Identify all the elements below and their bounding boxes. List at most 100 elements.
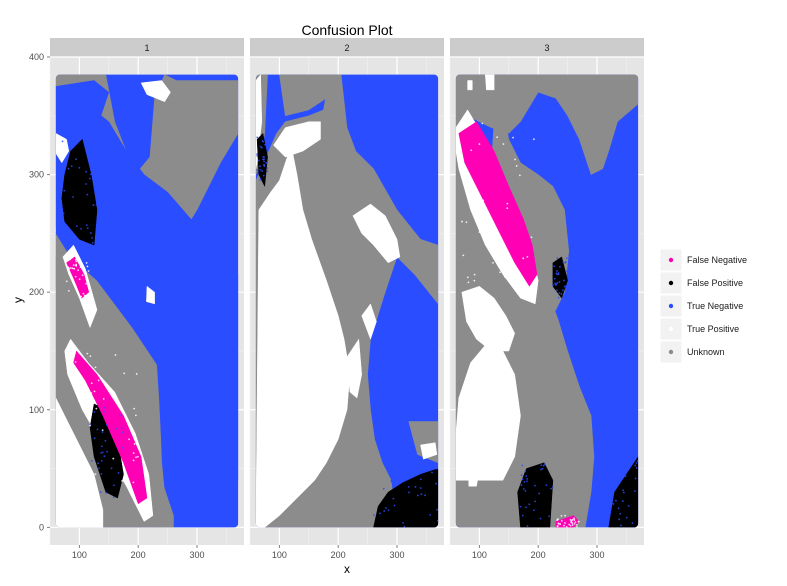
speckle-point (90, 382, 93, 385)
speckle-point (540, 468, 542, 471)
speckle-point (574, 521, 577, 524)
speckle-point (266, 145, 269, 148)
speckle-point (133, 407, 136, 410)
speckle-point (67, 259, 70, 261)
speckle-point (78, 467, 81, 470)
speckle-point (89, 355, 92, 358)
legend-item-true-positive: True Positive (659, 317, 739, 341)
y-tick-label: 200 (29, 287, 44, 297)
legend-label: False Negative (687, 255, 747, 265)
speckle-point (576, 526, 578, 528)
speckle-point (568, 523, 571, 526)
speckle-point (539, 517, 542, 520)
speckle-point (560, 520, 563, 522)
speckle-point (88, 177, 91, 180)
speckle-point (67, 289, 70, 292)
speckle-point (97, 496, 100, 499)
speckle-point (514, 158, 516, 161)
speckle-point (558, 291, 561, 294)
speckle-point (67, 266, 70, 269)
true-positive-region (352, 203, 401, 264)
speckle-point (100, 445, 103, 448)
speckle-point (419, 487, 422, 489)
speckle-point (554, 282, 556, 285)
speckle-point (565, 526, 568, 528)
speckle-point (560, 293, 563, 295)
true-positive-region (273, 121, 321, 158)
false-positive-region (61, 139, 98, 246)
speckle-point (85, 183, 87, 185)
true-positive-region (140, 80, 171, 102)
speckle-point (617, 507, 620, 510)
speckle-point (521, 478, 524, 481)
speckle-point (538, 492, 541, 495)
speckle-point (383, 510, 386, 512)
speckle-point (619, 476, 622, 478)
true-positive-region (467, 80, 473, 91)
speckle-point (524, 470, 527, 473)
speckle-point (103, 410, 105, 413)
speckle-point (619, 512, 622, 515)
speckle-point (526, 477, 529, 480)
speckle-point (382, 487, 385, 490)
legend-label: Unknown (687, 347, 725, 357)
speckle-point (635, 462, 638, 464)
speckle-point (473, 279, 476, 282)
speckle-point (436, 508, 439, 511)
x-tick-label: 300 (189, 550, 204, 560)
legend-swatch (668, 326, 674, 332)
x-tick-label: 200 (531, 550, 546, 560)
speckle-point (608, 489, 611, 492)
speckle-point (533, 509, 535, 512)
speckle-point (534, 500, 537, 503)
speckle-point (485, 221, 488, 223)
speckle-point (391, 478, 394, 481)
y-tick-label: 400 (29, 52, 44, 62)
speckle-point (556, 270, 558, 272)
speckle-point (97, 462, 99, 465)
speckle-point (75, 158, 77, 161)
speckle-point (132, 452, 135, 455)
speckle-point (635, 467, 638, 469)
speckle-point (571, 518, 574, 521)
speckle-point (550, 487, 552, 490)
speckle-point (118, 414, 121, 417)
speckle-point (506, 207, 509, 210)
speckle-point (465, 221, 468, 224)
speckle-point (99, 491, 102, 494)
y-tick-label: 100 (29, 405, 44, 415)
speckle-point (103, 455, 106, 458)
speckle-point (478, 143, 481, 145)
speckle-point (85, 224, 88, 227)
speckle-point (556, 518, 559, 520)
speckle-point (429, 513, 432, 516)
facet-panel-2: 2 (249, 38, 444, 545)
speckle-point (390, 479, 393, 482)
speckle-point (87, 270, 90, 272)
speckle-point (545, 484, 548, 487)
legend-swatch (668, 303, 674, 309)
speckle-point (79, 266, 82, 269)
speckle-point (503, 275, 506, 278)
speckle-point (506, 202, 509, 205)
speckle-point (74, 361, 77, 363)
speckle-point (263, 164, 266, 167)
speckle-point (534, 484, 536, 487)
speckle-point (121, 431, 124, 434)
speckle-point (407, 485, 410, 488)
speckle-point (88, 491, 91, 494)
speckle-point (75, 263, 78, 266)
speckle-point (85, 262, 88, 264)
speckle-point (86, 193, 89, 196)
speckle-point (618, 518, 621, 521)
speckle-point (260, 146, 263, 149)
false-negative-region (458, 121, 538, 287)
speckle-point (408, 491, 410, 494)
speckle-point (614, 460, 616, 463)
speckle-point (521, 514, 524, 517)
speckle-point (91, 459, 93, 462)
speckle-point (91, 241, 94, 244)
speckle-point (618, 478, 621, 481)
speckle-point (137, 455, 139, 458)
y-tick-label: 300 (29, 170, 44, 180)
